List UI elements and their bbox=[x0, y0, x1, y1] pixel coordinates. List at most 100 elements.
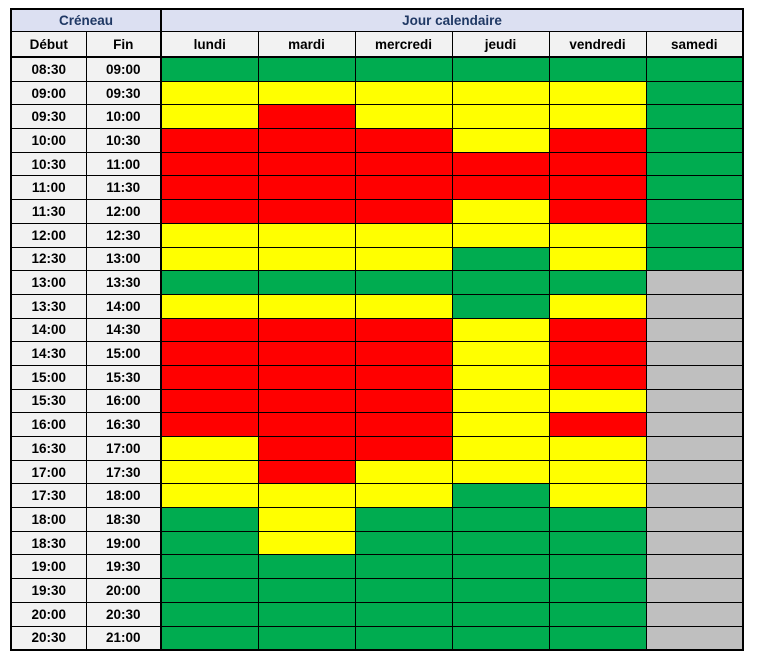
slot-cell-jeudi-18:30[interactable] bbox=[451, 530, 550, 556]
slot-cell-mercredi-14:30[interactable] bbox=[354, 341, 453, 366]
slot-cell-mercredi-11:30[interactable] bbox=[354, 199, 453, 224]
slot-cell-lundi-10:30[interactable] bbox=[160, 151, 259, 177]
slot-cell-jeudi-11:00[interactable] bbox=[451, 175, 550, 201]
slot-cell-vendredi-19:00[interactable] bbox=[548, 554, 647, 580]
slot-cell-jeudi-10:30[interactable] bbox=[451, 151, 550, 177]
slot-cell-vendredi-18:30[interactable] bbox=[548, 530, 647, 556]
slot-cell-mercredi-18:00[interactable] bbox=[354, 507, 453, 532]
slot-cell-mercredi-12:30[interactable] bbox=[354, 246, 453, 272]
slot-cell-lundi-15:30[interactable] bbox=[160, 388, 259, 414]
slot-cell-mardi-13:30[interactable] bbox=[257, 293, 356, 319]
slot-cell-vendredi-09:30[interactable] bbox=[548, 104, 647, 130]
slot-cell-mercredi-16:30[interactable] bbox=[354, 436, 453, 461]
slot-cell-samedi-19:00[interactable] bbox=[645, 554, 744, 580]
slot-cell-lundi-16:00[interactable] bbox=[160, 412, 259, 437]
slot-cell-mardi-20:30[interactable] bbox=[257, 625, 356, 651]
slot-cell-mercredi-17:00[interactable] bbox=[354, 459, 453, 485]
slot-cell-vendredi-17:30[interactable] bbox=[548, 483, 647, 509]
slot-cell-vendredi-13:30[interactable] bbox=[548, 293, 647, 319]
slot-cell-mercredi-14:00[interactable] bbox=[354, 317, 453, 343]
slot-cell-samedi-19:30[interactable] bbox=[645, 578, 744, 603]
slot-cell-mardi-19:00[interactable] bbox=[257, 554, 356, 580]
slot-cell-vendredi-10:00[interactable] bbox=[548, 128, 647, 153]
slot-cell-vendredi-11:00[interactable] bbox=[548, 175, 647, 201]
slot-cell-samedi-10:00[interactable] bbox=[645, 128, 744, 153]
slot-cell-samedi-12:00[interactable] bbox=[645, 222, 744, 248]
slot-cell-vendredi-15:30[interactable] bbox=[548, 388, 647, 414]
slot-cell-lundi-18:00[interactable] bbox=[160, 507, 259, 532]
slot-cell-jeudi-12:00[interactable] bbox=[451, 222, 550, 248]
slot-cell-samedi-09:00[interactable] bbox=[645, 80, 744, 106]
slot-cell-mardi-16:00[interactable] bbox=[257, 412, 356, 437]
slot-cell-lundi-20:00[interactable] bbox=[160, 601, 259, 627]
slot-cell-mardi-18:00[interactable] bbox=[257, 507, 356, 532]
slot-cell-jeudi-19:00[interactable] bbox=[451, 554, 550, 580]
slot-cell-vendredi-13:00[interactable] bbox=[548, 270, 647, 295]
slot-cell-mercredi-09:00[interactable] bbox=[354, 80, 453, 106]
slot-cell-samedi-17:00[interactable] bbox=[645, 459, 744, 485]
slot-cell-samedi-12:30[interactable] bbox=[645, 246, 744, 272]
slot-cell-mardi-20:00[interactable] bbox=[257, 601, 356, 627]
slot-cell-mercredi-15:00[interactable] bbox=[354, 364, 453, 390]
slot-cell-mardi-09:30[interactable] bbox=[257, 104, 356, 130]
slot-cell-lundi-13:00[interactable] bbox=[160, 270, 259, 295]
slot-cell-lundi-19:00[interactable] bbox=[160, 554, 259, 580]
slot-cell-lundi-12:00[interactable] bbox=[160, 222, 259, 248]
slot-cell-jeudi-10:00[interactable] bbox=[451, 128, 550, 153]
slot-cell-jeudi-08:30[interactable] bbox=[451, 56, 550, 82]
slot-cell-samedi-13:30[interactable] bbox=[645, 293, 744, 319]
slot-cell-samedi-20:00[interactable] bbox=[645, 601, 744, 627]
slot-cell-mardi-11:30[interactable] bbox=[257, 199, 356, 224]
slot-cell-mercredi-15:30[interactable] bbox=[354, 388, 453, 414]
slot-cell-lundi-09:00[interactable] bbox=[160, 80, 259, 106]
slot-cell-mardi-18:30[interactable] bbox=[257, 530, 356, 556]
slot-cell-jeudi-16:30[interactable] bbox=[451, 436, 550, 461]
slot-cell-mardi-15:00[interactable] bbox=[257, 364, 356, 390]
slot-cell-samedi-14:30[interactable] bbox=[645, 341, 744, 366]
slot-cell-mardi-09:00[interactable] bbox=[257, 80, 356, 106]
slot-cell-mercredi-18:30[interactable] bbox=[354, 530, 453, 556]
slot-cell-lundi-12:30[interactable] bbox=[160, 246, 259, 272]
slot-cell-vendredi-20:30[interactable] bbox=[548, 625, 647, 651]
slot-cell-lundi-09:30[interactable] bbox=[160, 104, 259, 130]
slot-cell-lundi-17:00[interactable] bbox=[160, 459, 259, 485]
slot-cell-vendredi-16:00[interactable] bbox=[548, 412, 647, 437]
slot-cell-mercredi-13:00[interactable] bbox=[354, 270, 453, 295]
slot-cell-samedi-18:00[interactable] bbox=[645, 507, 744, 532]
slot-cell-mercredi-11:00[interactable] bbox=[354, 175, 453, 201]
slot-cell-jeudi-14:30[interactable] bbox=[451, 341, 550, 366]
slot-cell-jeudi-20:00[interactable] bbox=[451, 601, 550, 627]
slot-cell-mardi-10:00[interactable] bbox=[257, 128, 356, 153]
slot-cell-mardi-16:30[interactable] bbox=[257, 436, 356, 461]
slot-cell-samedi-10:30[interactable] bbox=[645, 151, 744, 177]
slot-cell-samedi-16:30[interactable] bbox=[645, 436, 744, 461]
slot-cell-lundi-14:30[interactable] bbox=[160, 341, 259, 366]
slot-cell-mardi-12:00[interactable] bbox=[257, 222, 356, 248]
slot-cell-lundi-20:30[interactable] bbox=[160, 625, 259, 651]
slot-cell-samedi-16:00[interactable] bbox=[645, 412, 744, 437]
slot-cell-vendredi-15:00[interactable] bbox=[548, 364, 647, 390]
slot-cell-jeudi-14:00[interactable] bbox=[451, 317, 550, 343]
slot-cell-mercredi-16:00[interactable] bbox=[354, 412, 453, 437]
slot-cell-mercredi-13:30[interactable] bbox=[354, 293, 453, 319]
slot-cell-lundi-17:30[interactable] bbox=[160, 483, 259, 509]
slot-cell-vendredi-12:30[interactable] bbox=[548, 246, 647, 272]
slot-cell-samedi-11:00[interactable] bbox=[645, 175, 744, 201]
slot-cell-vendredi-20:00[interactable] bbox=[548, 601, 647, 627]
slot-cell-samedi-13:00[interactable] bbox=[645, 270, 744, 295]
slot-cell-samedi-17:30[interactable] bbox=[645, 483, 744, 509]
slot-cell-mardi-08:30[interactable] bbox=[257, 56, 356, 82]
slot-cell-samedi-09:30[interactable] bbox=[645, 104, 744, 130]
slot-cell-jeudi-13:00[interactable] bbox=[451, 270, 550, 295]
slot-cell-mercredi-08:30[interactable] bbox=[354, 56, 453, 82]
slot-cell-jeudi-09:00[interactable] bbox=[451, 80, 550, 106]
slot-cell-jeudi-17:00[interactable] bbox=[451, 459, 550, 485]
slot-cell-samedi-20:30[interactable] bbox=[645, 625, 744, 651]
slot-cell-mardi-14:30[interactable] bbox=[257, 341, 356, 366]
slot-cell-lundi-10:00[interactable] bbox=[160, 128, 259, 153]
slot-cell-vendredi-16:30[interactable] bbox=[548, 436, 647, 461]
slot-cell-mercredi-20:00[interactable] bbox=[354, 601, 453, 627]
slot-cell-mardi-11:00[interactable] bbox=[257, 175, 356, 201]
slot-cell-samedi-15:30[interactable] bbox=[645, 388, 744, 414]
slot-cell-vendredi-17:00[interactable] bbox=[548, 459, 647, 485]
